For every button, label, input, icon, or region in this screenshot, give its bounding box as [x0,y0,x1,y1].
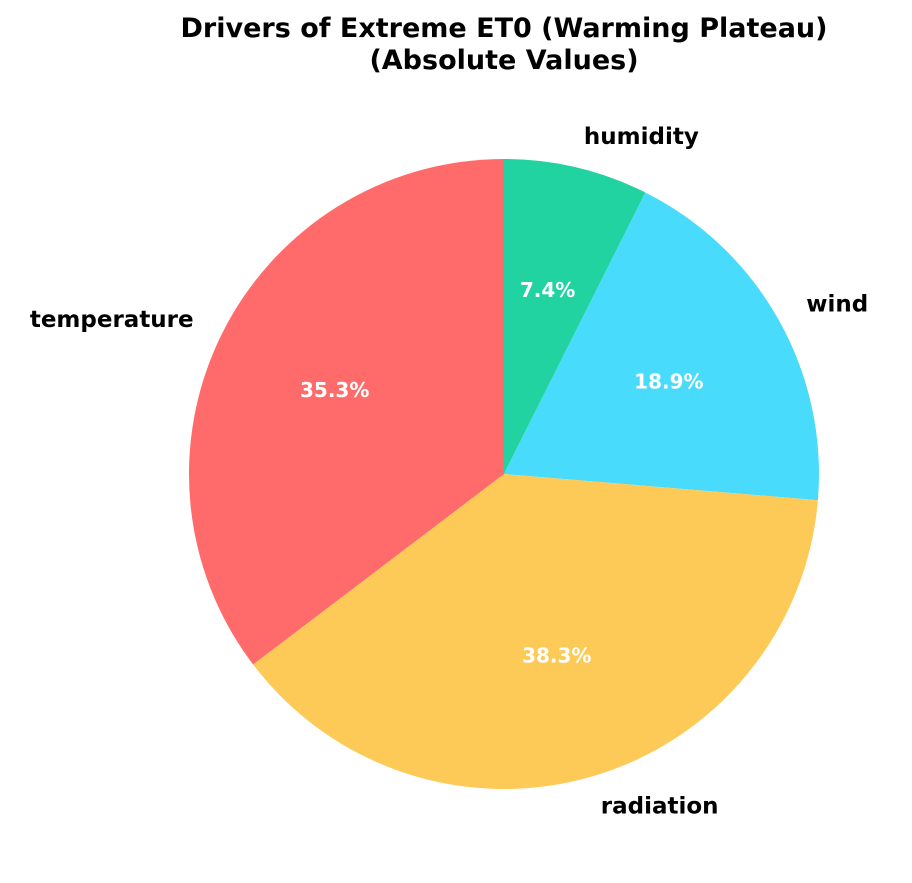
slice-label-wind: wind [806,292,868,318]
slice-label-humidity: humidity [584,124,699,150]
slice-percent-wind: 18.9% [634,370,703,394]
slice-percent-radiation: 38.3% [522,643,591,667]
slice-label-radiation: radiation [601,794,719,820]
chart-title: Drivers of Extreme ET0 (Warming Plateau) [181,13,828,44]
slice-percent-temperature: 35.3% [300,378,369,402]
pie-slices [189,159,819,789]
chart-subtitle: (Absolute Values) [369,45,638,76]
slice-label-temperature: temperature [30,307,194,333]
slice-percent-humidity: 7.4% [520,278,575,302]
